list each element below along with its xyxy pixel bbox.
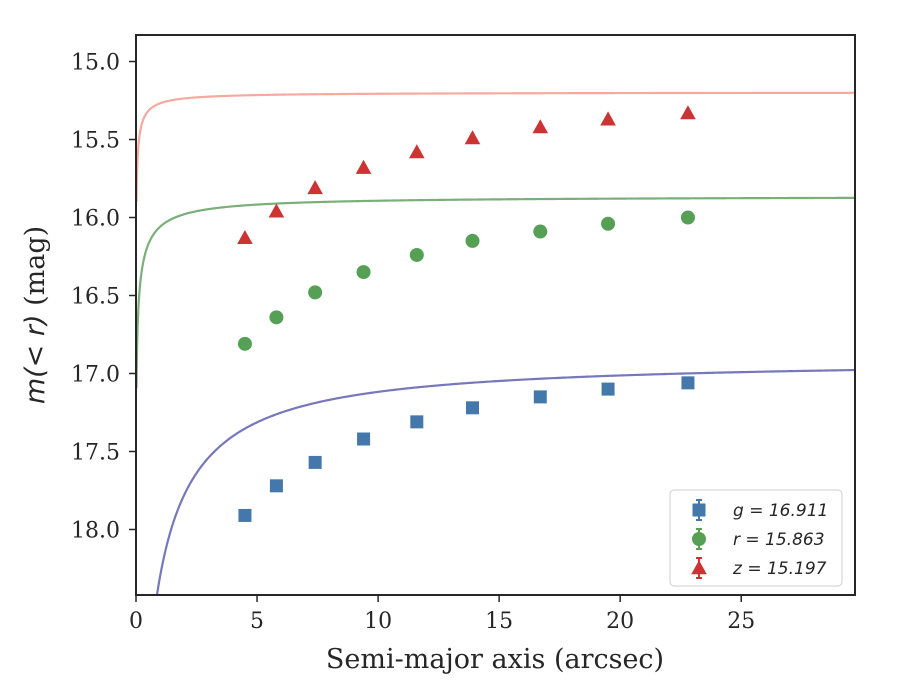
y-axis-ticks: 15.0 15.5 16.0 16.5 17.0 17.5 18.0 bbox=[71, 51, 136, 543]
data-point bbox=[466, 401, 480, 415]
data-point bbox=[237, 229, 253, 245]
x-tick-label: 15 bbox=[485, 609, 513, 634]
data-point bbox=[409, 247, 424, 262]
data-point bbox=[600, 111, 616, 126]
data-point bbox=[533, 224, 548, 239]
fit-curve bbox=[155, 368, 855, 595]
legend-label: g = 16.911 bbox=[733, 501, 828, 521]
data-markers bbox=[237, 105, 696, 522]
data-point bbox=[269, 479, 283, 493]
data-point bbox=[238, 508, 252, 522]
data-point bbox=[356, 265, 371, 280]
data-point bbox=[601, 216, 616, 231]
data-point bbox=[532, 119, 549, 134]
x-tick-label: 20 bbox=[606, 609, 634, 634]
data-point bbox=[681, 376, 695, 390]
data-point bbox=[601, 382, 615, 396]
plot-frame bbox=[135, 34, 856, 596]
y-tick-label: 18.0 bbox=[71, 518, 120, 543]
x-tick-label: 25 bbox=[727, 609, 755, 634]
legend-marker bbox=[691, 560, 707, 575]
data-point bbox=[307, 180, 323, 195]
data-point bbox=[464, 130, 481, 145]
legend-box bbox=[669, 489, 843, 587]
y-tick-label: 16.0 bbox=[71, 207, 120, 232]
data-point bbox=[409, 144, 425, 159]
data-point bbox=[680, 210, 695, 225]
x-tick-label: 5 bbox=[250, 609, 264, 634]
y-tick-label: 17.5 bbox=[71, 440, 120, 465]
fit-curve bbox=[136, 196, 855, 389]
data-point bbox=[269, 310, 284, 325]
y-axis-title: m(< r) (mag) bbox=[20, 226, 51, 404]
data-point bbox=[533, 390, 547, 404]
legend-marker bbox=[692, 532, 706, 546]
data-point bbox=[355, 159, 372, 174]
data-point bbox=[308, 285, 323, 300]
x-tick-label: 10 bbox=[364, 609, 392, 634]
data-point bbox=[268, 203, 285, 218]
x-axis-title: Semi-major axis (arcsec) bbox=[326, 644, 664, 675]
data-point bbox=[410, 415, 424, 429]
legend-label: r = 15.863 bbox=[733, 530, 825, 550]
legend-marker bbox=[692, 503, 706, 517]
data-point bbox=[680, 105, 696, 120]
data-point bbox=[308, 455, 322, 469]
y-tick-label: 15.5 bbox=[71, 129, 120, 154]
data-point bbox=[237, 336, 252, 351]
data-point bbox=[357, 432, 371, 446]
x-axis-ticks: 0 5 10 15 20 25 bbox=[129, 595, 755, 634]
x-tick-label: 0 bbox=[129, 609, 143, 634]
fit-curves bbox=[136, 91, 855, 595]
fit-curve bbox=[136, 91, 855, 202]
y-tick-label: 15.0 bbox=[71, 51, 120, 76]
legend-label: z = 15.197 bbox=[732, 559, 827, 579]
y-tick-label: 16.5 bbox=[71, 285, 120, 310]
y-tick-label: 17.0 bbox=[71, 362, 120, 387]
legend: g = 16.911 r = 15.863 z = 15.197 bbox=[669, 489, 843, 587]
data-point bbox=[465, 233, 480, 248]
